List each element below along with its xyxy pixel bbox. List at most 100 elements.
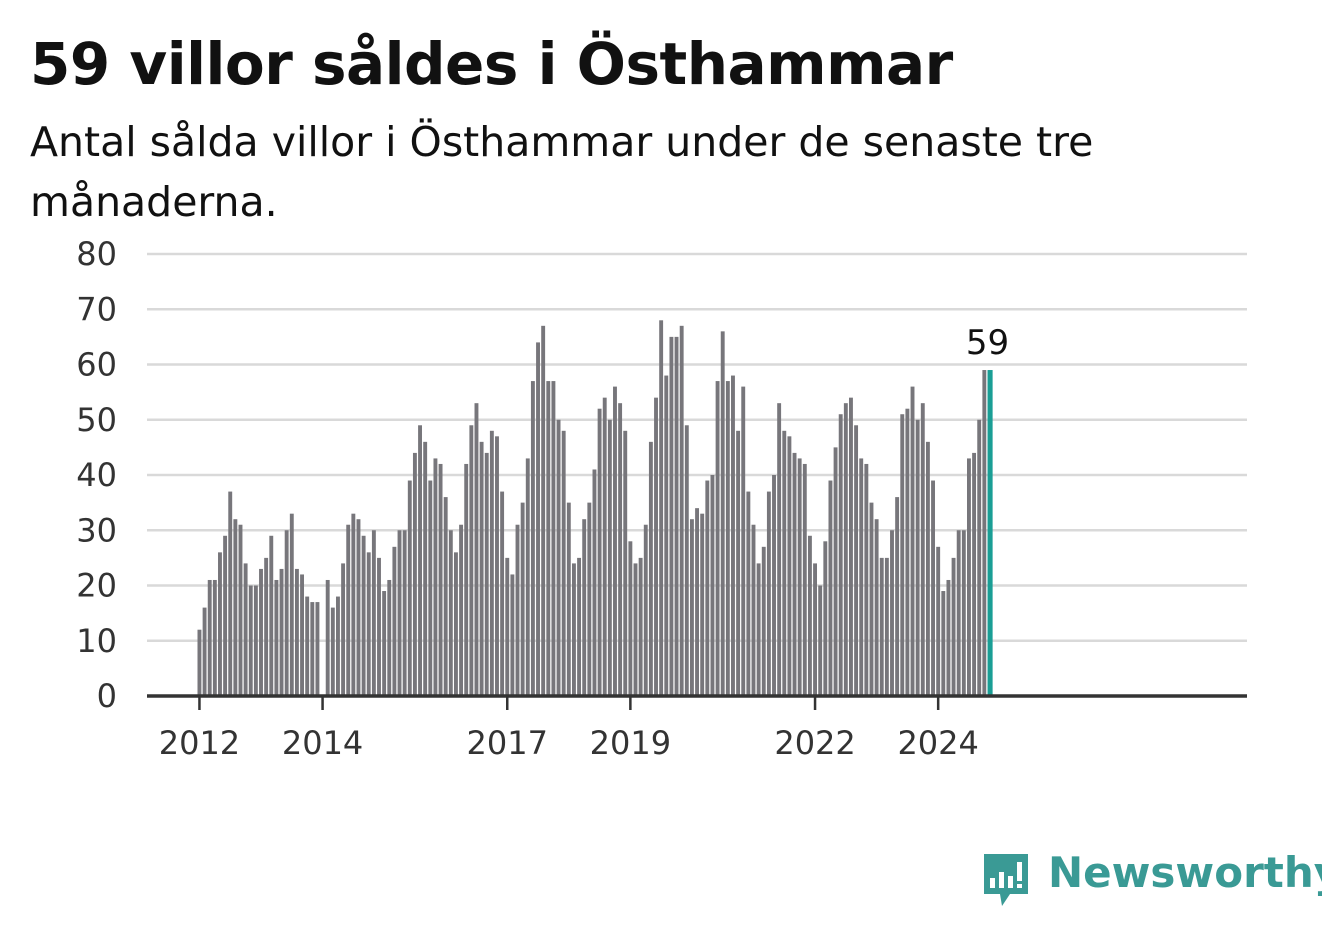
- bar: [346, 524, 351, 696]
- bar: [813, 563, 817, 696]
- bar: [838, 414, 843, 696]
- bar: [556, 419, 561, 696]
- bar: [284, 530, 289, 696]
- bar: [869, 502, 874, 696]
- bar: [777, 403, 782, 696]
- bar: [797, 458, 802, 696]
- bar: [582, 519, 587, 696]
- bar: [720, 331, 725, 696]
- y-tick-label: 30: [76, 511, 117, 549]
- bar: [351, 513, 356, 696]
- bar: [751, 524, 756, 696]
- bar: [438, 463, 443, 696]
- y-tick-label: 0: [97, 677, 117, 715]
- bar: [884, 557, 889, 696]
- bar: [546, 381, 551, 696]
- bar: [300, 574, 304, 696]
- bar: [915, 419, 920, 696]
- bar: [207, 579, 212, 696]
- bar: [849, 397, 853, 696]
- bar: [515, 524, 520, 696]
- bar: [823, 541, 828, 696]
- bar: [274, 579, 279, 696]
- bar: [710, 475, 715, 696]
- bar: [756, 563, 761, 696]
- bar: [202, 607, 207, 696]
- chart-title: 59 villor såldes i Östhammar: [30, 30, 953, 98]
- bar: [643, 524, 648, 696]
- bar: [689, 519, 694, 696]
- bar: [669, 336, 674, 696]
- bar: [361, 535, 366, 696]
- bar: [279, 568, 284, 696]
- bar: [433, 458, 438, 696]
- bar: [428, 480, 433, 696]
- bar: [761, 546, 766, 696]
- bar: [633, 563, 638, 696]
- bar: [382, 591, 387, 696]
- bar: [674, 336, 679, 696]
- bar: [602, 397, 607, 696]
- bar: [212, 579, 217, 696]
- bar: [746, 491, 751, 696]
- bar: [741, 386, 746, 696]
- bar: [325, 579, 330, 696]
- bar: [366, 552, 371, 696]
- bar: [536, 342, 540, 696]
- bar: [248, 585, 253, 696]
- chart-subtitle: Antal sålda villor i Östhammar under de …: [30, 118, 1094, 226]
- bar: [736, 430, 741, 696]
- bar: [766, 491, 771, 696]
- bar: [725, 381, 730, 696]
- y-axis-tick-labels: 0 10 20 30 40 50 60 70 80: [76, 235, 117, 715]
- bar: [864, 463, 869, 696]
- bar: [802, 463, 807, 696]
- bar: [684, 425, 689, 696]
- bar: [654, 397, 658, 696]
- bar: [525, 458, 530, 696]
- y-tick-label: 20: [76, 567, 117, 605]
- bar: [874, 519, 879, 696]
- bar: [387, 579, 392, 696]
- bar: [566, 502, 571, 696]
- bar: [587, 502, 592, 696]
- bar: [454, 552, 458, 696]
- x-tick-label: 2014: [282, 724, 363, 762]
- bar: [895, 497, 900, 696]
- y-tick-label: 50: [76, 401, 117, 439]
- bar: [489, 430, 494, 696]
- bar: [402, 530, 407, 696]
- bar: [371, 530, 376, 696]
- bar: [638, 557, 643, 696]
- bar: [243, 563, 248, 696]
- newsworthy-logo: Newsworthy: [980, 848, 1322, 912]
- bars: [197, 320, 993, 696]
- bar: [982, 370, 987, 696]
- bar: [315, 602, 320, 696]
- y-tick-label: 10: [76, 622, 117, 660]
- bar: [336, 596, 340, 696]
- bar: [571, 563, 576, 696]
- bar: [197, 629, 202, 696]
- bar: [941, 591, 946, 696]
- bar: [469, 425, 474, 696]
- x-tick-label: 2022: [774, 724, 855, 762]
- y-tick-label: 40: [76, 456, 117, 494]
- bar: [700, 513, 705, 696]
- bar: [484, 452, 489, 696]
- bar: [931, 480, 935, 696]
- bar: [448, 530, 453, 696]
- bar: [828, 480, 833, 696]
- bar: [618, 403, 623, 696]
- bar: [787, 436, 792, 696]
- last-value-label: 59: [966, 323, 1009, 363]
- bar: [961, 530, 966, 696]
- bar: [392, 546, 397, 696]
- bar: [520, 502, 525, 696]
- bar: [936, 546, 941, 696]
- bar: [859, 458, 864, 696]
- bar: [833, 447, 838, 696]
- x-tick-label: 2017: [467, 724, 548, 762]
- bar: [715, 381, 720, 696]
- bar: [920, 403, 925, 696]
